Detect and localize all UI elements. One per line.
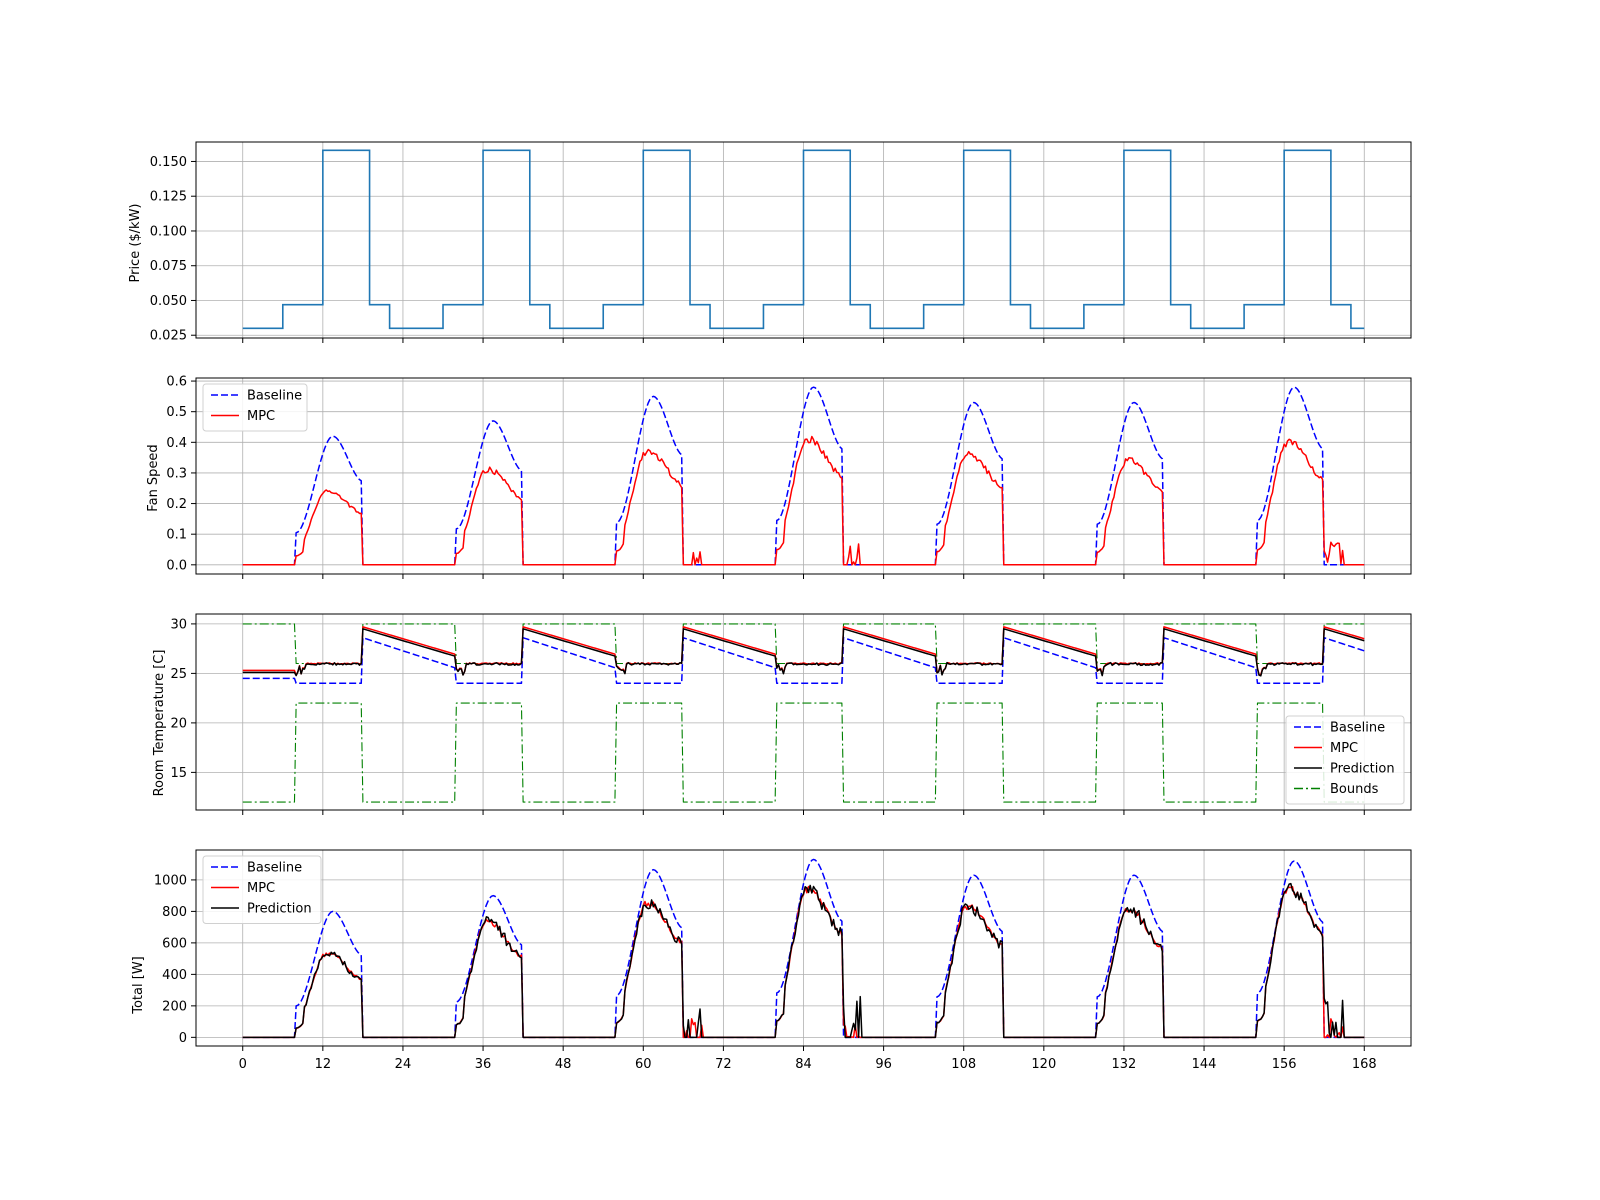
total-ytick-label: 600 bbox=[162, 936, 187, 951]
temp-legend-label-prediction: Prediction bbox=[1330, 762, 1395, 777]
price-axes-frame bbox=[195, 141, 1412, 339]
total-ytick-label: 800 bbox=[162, 905, 187, 920]
total-ytick-label: 200 bbox=[162, 999, 187, 1014]
temp-series-prediction bbox=[242, 628, 1365, 677]
total-xtick-label: 84 bbox=[795, 1057, 812, 1072]
total-series-prediction bbox=[242, 882, 1365, 1039]
fan-ytick-label: 0.5 bbox=[166, 405, 187, 420]
room-temperature-ylabel: Room Temperature [C] bbox=[152, 650, 167, 797]
total-xtick-label: 120 bbox=[1031, 1057, 1056, 1072]
fan-legend-label-baseline: Baseline bbox=[247, 389, 302, 404]
fan-axes-frame bbox=[195, 377, 1412, 575]
total-power-panel: Total [W] 02004006008001000BaselineMPCPr… bbox=[131, 849, 1412, 1072]
fan-legend: Baseline MPC bbox=[202, 383, 308, 432]
total-ytick-label: 1000 bbox=[154, 873, 187, 888]
total-xtick-label: 168 bbox=[1352, 1057, 1377, 1072]
temp-axes-frame bbox=[195, 613, 1412, 811]
temp-ytick-label: 20 bbox=[170, 716, 187, 731]
total-xtick-label: 72 bbox=[715, 1057, 732, 1072]
total-xtick-label: 132 bbox=[1112, 1057, 1137, 1072]
room-temperature-panel: Room Temperature [C] 15 20 25 30 Baseline MPC… bbox=[152, 613, 1412, 815]
price-series-price bbox=[242, 149, 1365, 330]
temp-legend-box bbox=[1285, 715, 1405, 805]
price-ytick-label: 0.100 bbox=[150, 224, 187, 239]
total-legend-label-baseline: Baseline bbox=[247, 861, 302, 876]
price-ytick-label: 0.025 bbox=[150, 329, 187, 344]
temp-ytick-label: 30 bbox=[170, 617, 187, 632]
total-xtick-label: 108 bbox=[951, 1057, 976, 1072]
total-xtick-label: 12 bbox=[315, 1057, 332, 1072]
temp-ytick-label: 15 bbox=[170, 766, 187, 781]
temp-ytick-label: 25 bbox=[170, 667, 187, 682]
temp-series-mpc bbox=[242, 626, 1365, 677]
temp-legend-label-baseline: Baseline bbox=[1330, 721, 1385, 736]
total-legend-box bbox=[202, 855, 322, 924]
total-xtick-label: 156 bbox=[1272, 1057, 1297, 1072]
fan-ytick-label: 0.4 bbox=[166, 436, 187, 451]
total-xtick-label: 0 bbox=[239, 1057, 247, 1072]
price-ytick-label: 0.050 bbox=[150, 294, 187, 309]
temp-series-bounds-lower bbox=[242, 702, 1365, 803]
total-legend: Baseline MPC Prediction bbox=[202, 855, 322, 924]
fan-ytick-label: 0.1 bbox=[166, 528, 187, 543]
price-panel: Price ($/kW) 0.025 0.050 0.075 0.100 0.125 0.… bbox=[128, 141, 1412, 344]
price-ytick-label: 0.075 bbox=[150, 259, 187, 274]
total-xtick-label: 144 bbox=[1192, 1057, 1217, 1072]
fan-speed-panel: Fan Speed 0.0 0.1 0.2 0.3 0.4 0.5 0.6 Baseline M… bbox=[146, 375, 1412, 579]
temp-series-bounds-upper bbox=[242, 623, 1365, 665]
fan-legend-label-mpc: MPC bbox=[247, 409, 275, 424]
price-ytick-label: 0.150 bbox=[150, 155, 187, 170]
total-xtick-label: 48 bbox=[555, 1057, 572, 1072]
total-xtick-label: 60 bbox=[635, 1057, 652, 1072]
fan-series-mpc bbox=[242, 435, 1365, 566]
fan-ytick-label: 0.2 bbox=[166, 497, 187, 512]
total-xtick-label: 24 bbox=[395, 1057, 412, 1072]
fan-speed-ylabel: Fan Speed bbox=[146, 444, 161, 511]
total-axes-frame bbox=[195, 849, 1412, 1047]
fan-legend-box bbox=[202, 383, 308, 432]
total-xtick-label: 96 bbox=[875, 1057, 892, 1072]
total-legend-label-mpc: MPC bbox=[247, 881, 275, 896]
temp-series-baseline bbox=[242, 637, 1365, 685]
total-ytick-label: 0 bbox=[179, 1031, 187, 1046]
price-ytick-label: 0.125 bbox=[150, 190, 187, 205]
total-power-ylabel: Total [W] bbox=[131, 956, 146, 1015]
fan-ytick-label: 0.3 bbox=[166, 466, 187, 481]
price-ylabel: Price ($/kW) bbox=[128, 203, 143, 282]
temp-legend-label-mpc: MPC bbox=[1330, 741, 1358, 756]
fan-ytick-label: 0.0 bbox=[166, 558, 187, 573]
total-ytick-label: 400 bbox=[162, 968, 187, 983]
fan-ytick-label: 0.6 bbox=[166, 375, 187, 390]
total-legend-label-prediction: Prediction bbox=[247, 902, 312, 917]
temp-legend: Baseline MPC Prediction Bounds bbox=[1285, 715, 1405, 805]
total-xtick-label: 36 bbox=[475, 1057, 492, 1072]
temp-legend-label-bounds: Bounds bbox=[1330, 782, 1379, 797]
